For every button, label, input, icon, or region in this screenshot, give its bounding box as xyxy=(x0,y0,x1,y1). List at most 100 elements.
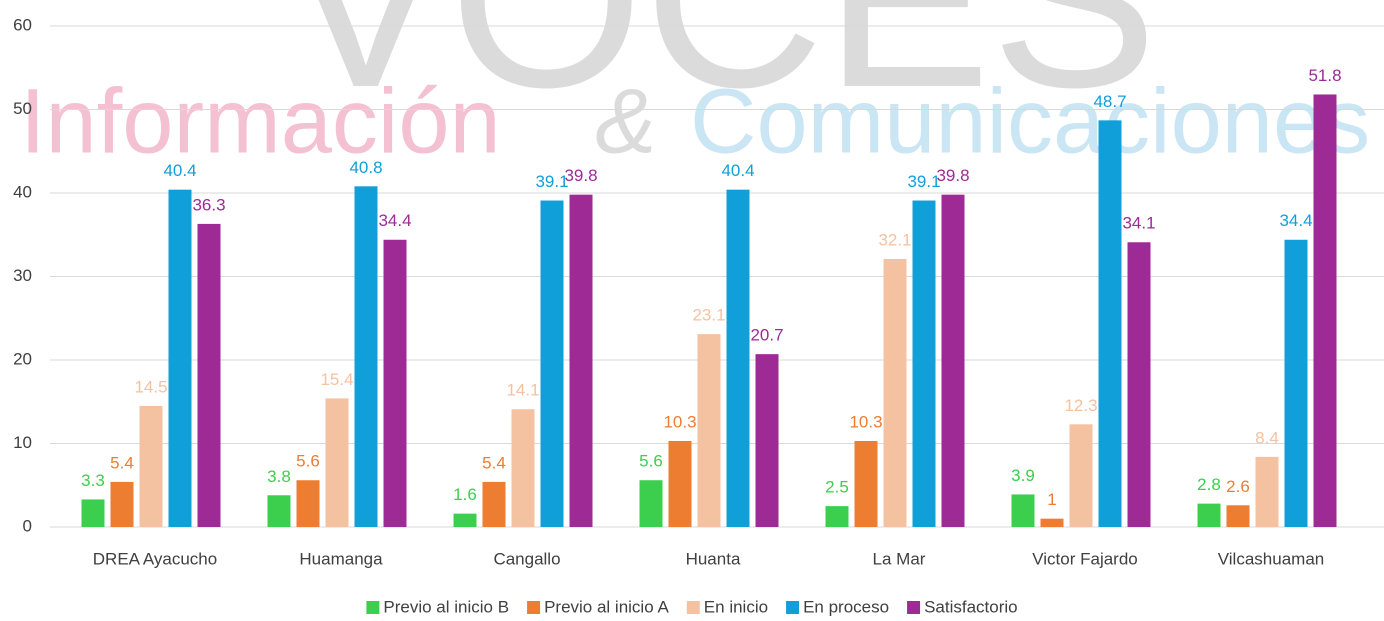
data-label: 2.6 xyxy=(1226,477,1250,496)
y-tick-label: 0 xyxy=(23,516,32,535)
watermark-brand: VOCES xyxy=(282,0,1157,139)
data-label: 3.8 xyxy=(267,467,291,486)
data-label: 40.8 xyxy=(349,158,382,177)
data-label: 1.6 xyxy=(453,485,477,504)
data-label: 1 xyxy=(1047,490,1056,509)
bar xyxy=(1040,518,1064,527)
y-tick-label: 20 xyxy=(13,349,32,368)
x-tick-label: Huanta xyxy=(686,549,741,568)
bar xyxy=(325,398,349,527)
bar xyxy=(854,440,878,527)
bar xyxy=(81,499,105,527)
data-label: 39.1 xyxy=(535,172,568,191)
data-label: 36.3 xyxy=(192,195,225,214)
watermark: VOCES Información & Comunicaciones xyxy=(20,0,1370,172)
watermark-amp: & xyxy=(595,70,656,172)
x-tick-label: Victor Fajardo xyxy=(1032,549,1138,568)
y-tick-label: 10 xyxy=(13,433,32,452)
y-tick-label: 50 xyxy=(13,99,32,118)
bar xyxy=(941,194,965,528)
data-label: 2.5 xyxy=(825,478,849,497)
bar xyxy=(726,189,750,527)
bar xyxy=(383,239,407,527)
bar xyxy=(482,481,506,527)
data-label: 51.8 xyxy=(1308,66,1341,85)
bar xyxy=(1069,424,1093,527)
bar xyxy=(825,506,849,527)
data-label: 5.6 xyxy=(639,452,663,471)
data-label: 48.7 xyxy=(1093,92,1126,111)
data-label: 34.4 xyxy=(1279,211,1312,230)
bar xyxy=(1284,239,1308,527)
data-label: 40.4 xyxy=(721,161,754,180)
legend-label: Previo al inicio A xyxy=(544,597,669,616)
x-tick-label: La Mar xyxy=(873,549,926,568)
bar xyxy=(540,200,564,527)
bar xyxy=(267,495,291,527)
bar xyxy=(1313,94,1337,527)
data-label: 8.4 xyxy=(1255,428,1279,447)
data-label: 15.4 xyxy=(320,370,353,389)
bar xyxy=(1226,505,1250,527)
legend-label: En inicio xyxy=(704,597,768,616)
data-label: 39.1 xyxy=(907,172,940,191)
data-label: 32.1 xyxy=(878,230,911,249)
data-label: 5.4 xyxy=(110,453,134,472)
bar xyxy=(912,200,936,527)
watermark-left: Información xyxy=(20,70,501,172)
data-label: 39.8 xyxy=(564,166,597,185)
legend-swatch xyxy=(907,601,921,614)
legend-swatch xyxy=(786,601,800,614)
data-label: 40.4 xyxy=(163,161,196,180)
legend-label: Satisfactorio xyxy=(924,597,1018,616)
y-tick-label: 30 xyxy=(13,266,32,285)
bar xyxy=(668,440,692,527)
bar xyxy=(883,258,907,527)
data-label: 3.3 xyxy=(81,471,105,490)
bar xyxy=(569,194,593,528)
y-tick-label: 40 xyxy=(13,182,32,201)
bar xyxy=(1011,494,1035,527)
bar xyxy=(1127,242,1151,527)
legend-label: En proceso xyxy=(803,597,889,616)
legend-swatch xyxy=(527,601,541,614)
bar xyxy=(511,409,535,527)
bar xyxy=(110,481,134,527)
bar xyxy=(1255,456,1279,527)
data-label: 34.4 xyxy=(378,211,411,230)
bar xyxy=(639,480,663,527)
data-label: 14.1 xyxy=(506,381,539,400)
bar xyxy=(354,186,378,527)
bar xyxy=(168,189,192,527)
x-tick-label: Vilcashuaman xyxy=(1218,549,1324,568)
bar xyxy=(755,354,779,527)
data-label: 14.5 xyxy=(134,377,167,396)
data-label: 3.9 xyxy=(1011,466,1035,485)
data-label: 2.8 xyxy=(1197,475,1221,494)
data-label: 39.8 xyxy=(936,166,969,185)
bar xyxy=(139,405,163,527)
data-label: 12.3 xyxy=(1064,396,1097,415)
bar xyxy=(197,223,221,527)
x-tick-label: DREA Ayacucho xyxy=(93,549,217,568)
x-tick-label: Huamanga xyxy=(299,549,383,568)
y-tick-label: 60 xyxy=(13,15,32,34)
legend-swatch xyxy=(366,601,380,614)
data-label: 34.1 xyxy=(1122,214,1155,233)
bar xyxy=(1098,120,1122,527)
data-label: 5.4 xyxy=(482,453,506,472)
data-label: 5.6 xyxy=(296,452,320,471)
bar xyxy=(1197,503,1221,527)
legend-label: Previo al inicio B xyxy=(383,597,509,616)
bar xyxy=(296,480,320,527)
watermark-right: Comunicaciones xyxy=(690,70,1370,172)
data-label: 10.3 xyxy=(663,412,696,431)
bar xyxy=(453,513,477,527)
data-label: 10.3 xyxy=(849,412,882,431)
bar xyxy=(697,334,721,527)
x-tick-label: Cangallo xyxy=(493,549,560,568)
data-label: 20.7 xyxy=(750,326,783,345)
data-label: 23.1 xyxy=(692,306,725,325)
legend-swatch xyxy=(686,601,700,614)
